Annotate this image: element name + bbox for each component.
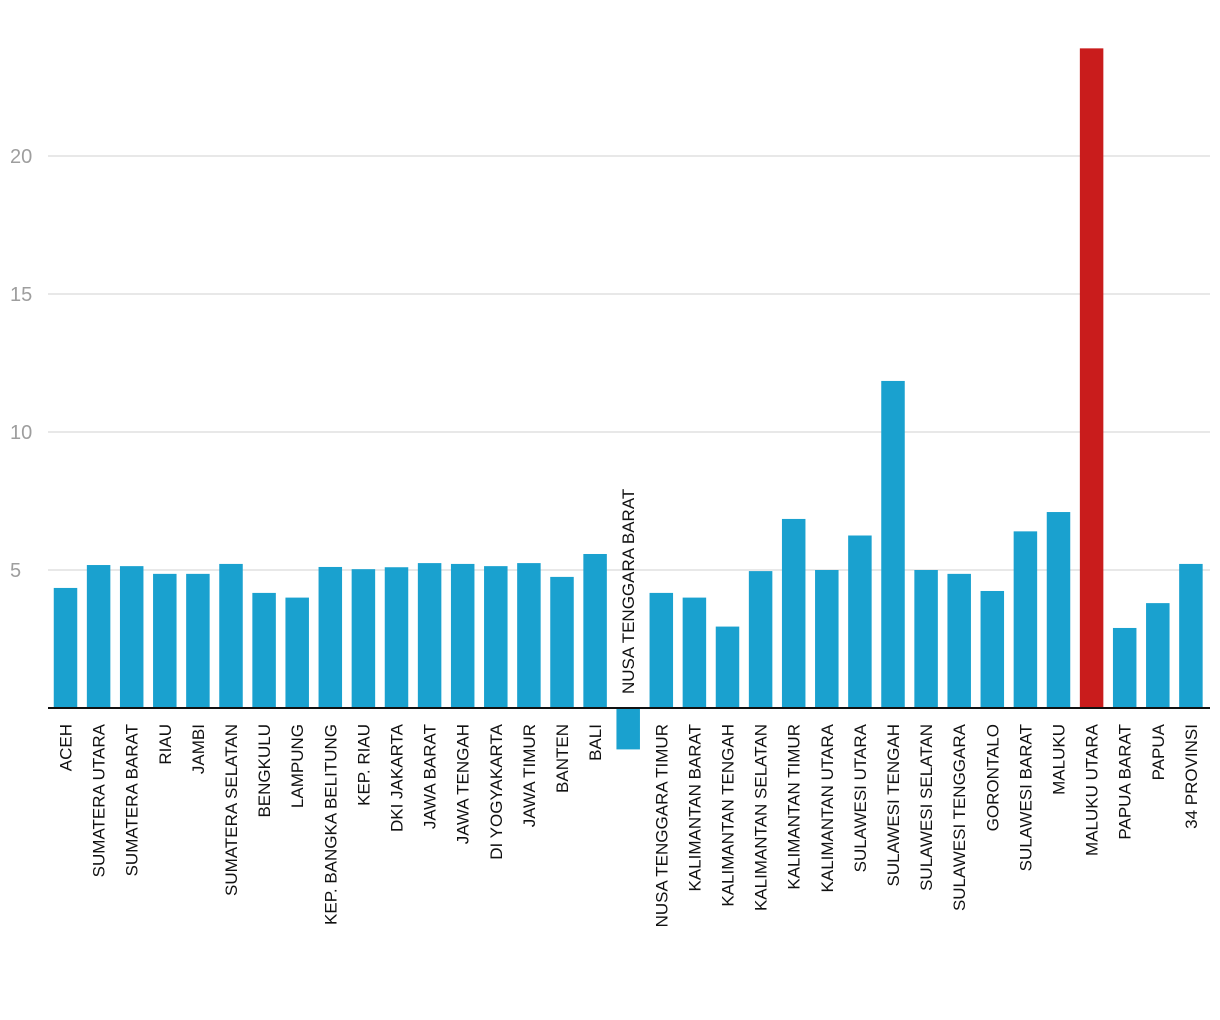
bar-riau — [153, 573, 177, 708]
category-label: 34 PROVINSI — [1182, 724, 1201, 829]
bars — [53, 48, 1203, 750]
bar-lampung — [285, 597, 309, 708]
category-label: JAWA TENGAH — [454, 724, 473, 844]
y-tick-label: 10 — [10, 422, 32, 444]
category-label: KALIMANTAN BARAT — [685, 724, 704, 892]
category-labels: ACEH SUMATERA UTARA SUMATERA BARAT RIAU JAMB… — [57, 489, 1201, 928]
category-label: SUMATERA BARAT — [123, 724, 142, 876]
category-label: SULAWESI SELATAN — [917, 724, 936, 891]
bar-aceh — [53, 587, 78, 708]
category-label: PAPUA BARAT — [1116, 724, 1135, 840]
bar-sulawesi-utara — [848, 535, 872, 708]
bar-sumatera-utara — [86, 565, 111, 708]
bar-papua — [1146, 603, 1170, 708]
category-label: NUSA TENGGARA TIMUR — [652, 724, 671, 927]
bar-papua-barat — [1112, 627, 1137, 708]
category-label: KALIMANTAN SELATAN — [752, 724, 771, 911]
category-label: BANTEN — [553, 724, 572, 793]
category-label: KALIMANTAN TIMUR — [785, 724, 804, 890]
category-label: SULAWESI TENGAH — [884, 724, 903, 886]
bar-kalimantan-tengah — [715, 626, 740, 708]
category-label: MALUKU — [1050, 724, 1069, 795]
y-tick-labels: 5 10 15 20 — [10, 146, 32, 582]
bar-di-yogyakarta — [484, 566, 508, 708]
bar-34-provinsi — [1179, 563, 1203, 708]
bar-kalimantan-selatan — [748, 571, 773, 708]
category-label: KEP. RIAU — [354, 724, 373, 806]
bar-sumatera-barat — [119, 566, 144, 708]
category-label: JAMBI — [189, 724, 208, 774]
y-tick-label: 15 — [10, 284, 32, 306]
category-label: DI YOGYAKARTA — [487, 723, 506, 859]
category-label: BALI — [586, 724, 605, 761]
bar-maluku — [1046, 512, 1071, 708]
bar-nusa-tenggara-barat — [616, 708, 640, 750]
bar-kalimantan-timur — [781, 518, 806, 708]
bar-kep-bangka-belitung — [318, 566, 343, 708]
bar-sulawesi-barat — [1013, 531, 1038, 708]
category-label: JAWA BARAT — [421, 724, 440, 829]
bar-sulawesi-selatan — [914, 570, 938, 708]
bar-banten — [550, 576, 574, 708]
category-label: SUMATERA SELATAN — [222, 724, 241, 896]
bar-sulawesi-tengah — [881, 380, 905, 708]
category-label: PAPUA — [1149, 723, 1168, 780]
category-label: GORONTALO — [983, 724, 1002, 831]
category-label: SULAWESI BARAT — [1016, 724, 1035, 871]
bar-jawa-timur — [517, 563, 541, 708]
bar-bali — [583, 553, 607, 708]
bar-jambi — [186, 573, 210, 708]
category-label: SULAWESI TENGGARA — [950, 723, 969, 911]
category-label: DKI JAKARTA — [388, 723, 407, 832]
bar-sulawesi-tenggara — [947, 573, 971, 708]
bar-jawa-tengah — [450, 563, 475, 708]
bar-kep-riau — [351, 569, 376, 708]
category-label: RIAU — [156, 724, 175, 765]
y-tick-label: 5 — [10, 560, 21, 582]
bar-gorontalo — [980, 590, 1005, 708]
category-label: KEP. BANGKA BELITUNG — [321, 724, 340, 925]
category-label: KALIMANTAN TENGAH — [719, 724, 738, 907]
category-label: KALIMANTAN UTARA — [818, 723, 837, 892]
bar-nusa-tenggara-timur — [649, 592, 674, 708]
y-tick-label: 20 — [10, 146, 32, 168]
category-label: SUMATERA UTARA — [90, 723, 109, 877]
bar-dki-jakarta — [384, 567, 409, 708]
category-label: SULAWESI UTARA — [851, 723, 870, 872]
bar-kalimantan-barat — [682, 597, 707, 708]
bar-maluku-utara — [1079, 48, 1104, 709]
category-label: ACEH — [57, 724, 76, 771]
bar-kalimantan-utara — [815, 570, 839, 708]
bar-jawa-barat — [417, 563, 442, 708]
category-label: NUSA TENGGARA BARAT — [619, 489, 638, 694]
category-label: BENGKULU — [255, 724, 274, 818]
category-label: JAWA TIMUR — [520, 724, 539, 827]
bar-sumatera-selatan — [219, 563, 243, 708]
bar-bengkulu — [252, 592, 276, 708]
category-label: LAMPUNG — [288, 724, 307, 808]
category-label: MALUKU UTARA — [1083, 723, 1102, 856]
